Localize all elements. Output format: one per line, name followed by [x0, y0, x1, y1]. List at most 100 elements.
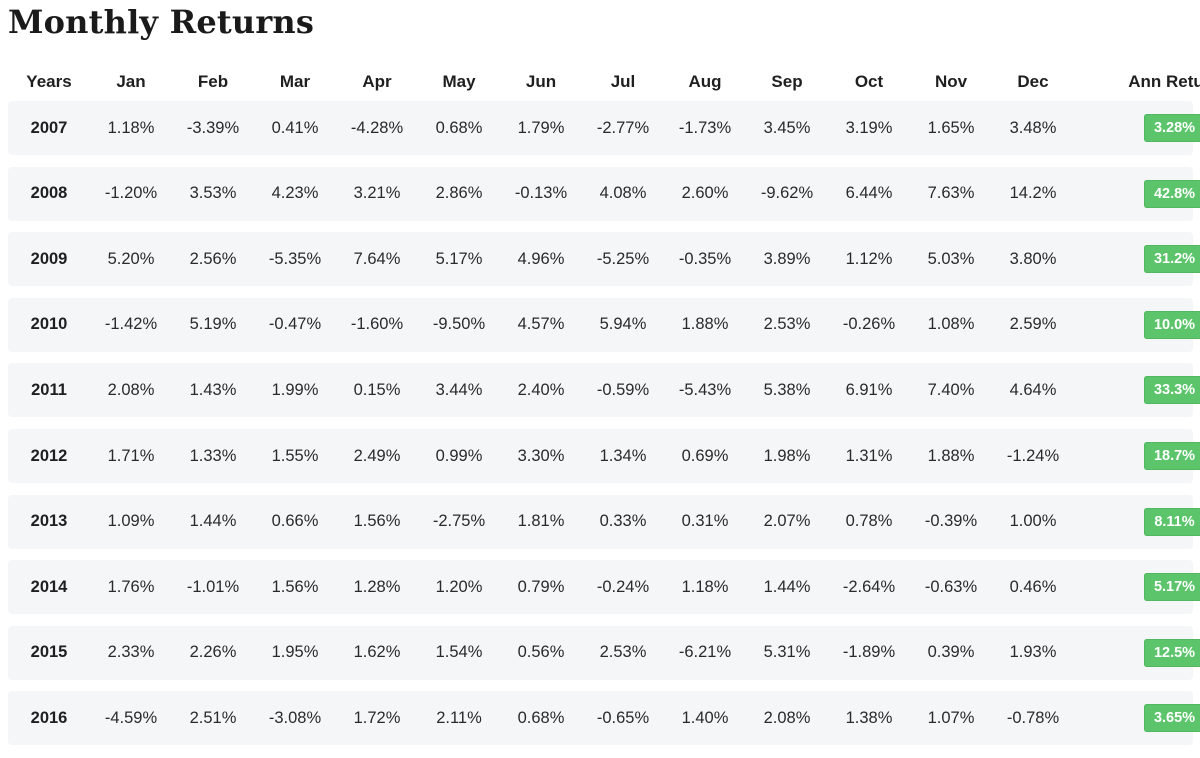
month-return-cell: 5.03%: [927, 249, 975, 268]
month-return-cell: 5.17%: [435, 249, 483, 268]
table-row: 2009 5.20% 2.56% -5.35% 7.64% 5.17% 4.96% -5.25…: [8, 232, 1200, 287]
year-cell: 2007: [30, 118, 68, 137]
month-return-cell: 1.34%: [599, 446, 647, 465]
annual-return-badge: 3.28%: [1143, 114, 1200, 142]
month-return-cell: -9.50%: [432, 315, 486, 334]
month-return-cell: -0.59%: [596, 380, 650, 399]
annual-return-badge: 8.11%: [1143, 507, 1200, 536]
month-return-cell: 2.40%: [517, 380, 565, 399]
month-return-cell: 0.68%: [517, 708, 565, 727]
annual-return-cell: 5.17%: [1074, 573, 1200, 602]
month-return-cell: 1.31%: [845, 446, 893, 465]
annual-return-cell: 10.0%: [1074, 310, 1200, 339]
month-return-cell: 1.09%: [107, 512, 155, 531]
month-return-cell: 3.45%: [763, 118, 811, 137]
month-return-cell: 0.69%: [681, 446, 729, 465]
column-header-dec: Dec: [1017, 72, 1049, 91]
month-return-cell: 0.46%: [1009, 577, 1057, 596]
month-return-cell: 3.53%: [189, 184, 237, 203]
month-return-cell: 2.60%: [681, 184, 729, 203]
column-header-sep: Sep: [771, 72, 803, 91]
month-return-cell: -0.65%: [596, 708, 650, 727]
month-return-cell: 1.33%: [189, 446, 237, 465]
month-return-cell: -9.62%: [760, 184, 814, 203]
annual-return-badge: 5.17%: [1143, 573, 1200, 602]
annual-return-badge: 10.0%: [1143, 310, 1200, 339]
month-return-cell: -0.63%: [924, 577, 978, 596]
month-return-cell: 1.40%: [681, 708, 729, 727]
month-return-cell: -1.01%: [186, 577, 240, 596]
month-return-cell: 3.19%: [845, 118, 893, 137]
month-return-cell: 0.33%: [599, 512, 647, 531]
year-cell: 2016: [30, 708, 68, 727]
monthly-returns-table: Years Jan Feb Mar Apr May Jun Jul Aug Se…: [8, 64, 1200, 746]
annual-return-cell: 42.8%: [1074, 179, 1200, 208]
month-return-cell: 4.96%: [517, 249, 565, 268]
month-return-cell: 2.08%: [107, 380, 155, 399]
month-return-cell: 1.95%: [271, 643, 319, 662]
column-header-feb: Feb: [197, 72, 229, 91]
year-cell: 2014: [30, 577, 68, 596]
month-return-cell: -0.39%: [924, 512, 978, 531]
month-return-cell: -2.75%: [432, 512, 486, 531]
month-return-cell: 3.21%: [353, 184, 401, 203]
month-return-cell: 2.59%: [1009, 315, 1057, 334]
table-row: 2011 2.08% 1.43% 1.99% 0.15% 3.44% 2.40% -0.59%…: [8, 363, 1200, 418]
month-return-cell: 3.30%: [517, 446, 565, 465]
table-row: 2014 1.76% -1.01% 1.56% 1.28% 1.20% 0.79% -0.24…: [8, 560, 1200, 615]
month-return-cell: 3.48%: [1009, 118, 1057, 137]
month-return-cell: -1.20%: [104, 184, 158, 203]
column-header-jun: Jun: [525, 72, 557, 91]
month-return-cell: -3.39%: [186, 118, 240, 137]
annual-return-badge: 33.3%: [1143, 376, 1200, 405]
month-return-cell: -0.78%: [1006, 708, 1060, 727]
month-return-cell: 6.44%: [845, 184, 893, 203]
month-return-cell: 0.39%: [927, 643, 975, 662]
month-return-cell: 7.64%: [353, 249, 401, 268]
month-return-cell: -1.42%: [104, 315, 158, 334]
month-return-cell: 1.76%: [107, 577, 155, 596]
month-return-cell: 1.00%: [1009, 512, 1057, 531]
month-return-cell: -0.47%: [268, 315, 322, 334]
month-return-cell: 0.56%: [517, 643, 565, 662]
month-return-cell: 1.99%: [271, 380, 319, 399]
column-header-aug: Aug: [688, 72, 722, 91]
month-return-cell: 5.94%: [599, 315, 647, 334]
month-return-cell: 2.53%: [763, 315, 811, 334]
month-return-cell: 0.31%: [681, 512, 729, 531]
annual-return-cell: 18.7%: [1074, 442, 1200, 470]
month-return-cell: -0.24%: [596, 577, 650, 596]
year-cell: 2015: [30, 643, 68, 662]
month-return-cell: 1.07%: [927, 708, 975, 727]
table-row: 2010 -1.42% 5.19% -0.47% -1.60% -9.50% 4.57% 5.…: [8, 297, 1200, 352]
month-return-cell: 3.44%: [435, 380, 483, 399]
month-return-cell: 1.12%: [845, 249, 893, 268]
month-return-cell: 1.20%: [435, 577, 483, 596]
month-return-cell: -4.59%: [104, 708, 158, 727]
annual-return-badge: 18.7%: [1143, 442, 1200, 470]
table-row: 2012 1.71% 1.33% 1.55% 2.49% 0.99% 3.30% 1.34% 0…: [8, 429, 1200, 483]
month-return-cell: 0.41%: [271, 118, 319, 137]
annual-return-cell: 12.5%: [1074, 638, 1200, 667]
annual-return-cell: 8.11%: [1074, 507, 1200, 536]
year-cell: 2009: [30, 249, 68, 268]
month-return-cell: 1.79%: [517, 118, 565, 137]
month-return-cell: -0.13%: [514, 184, 568, 203]
month-return-cell: 1.55%: [271, 446, 319, 465]
month-return-cell: 4.08%: [599, 184, 647, 203]
table-row: 2016 -4.59% 2.51% -3.08% 1.72% 2.11% 0.68% -0.6…: [8, 691, 1200, 746]
month-return-cell: 1.98%: [763, 446, 811, 465]
month-return-cell: 1.65%: [927, 118, 975, 137]
annual-return-badge: 3.65%: [1143, 704, 1200, 733]
month-return-cell: 7.40%: [927, 380, 975, 399]
month-return-cell: 1.18%: [107, 118, 155, 137]
month-return-cell: 1.88%: [681, 315, 729, 334]
month-return-cell: 5.31%: [763, 643, 811, 662]
month-return-cell: -6.21%: [678, 643, 732, 662]
month-return-cell: 0.68%: [435, 118, 483, 137]
month-return-cell: 4.57%: [517, 315, 565, 334]
month-return-cell: 2.56%: [189, 249, 237, 268]
month-return-cell: 0.79%: [517, 577, 565, 596]
month-return-cell: 2.08%: [763, 708, 811, 727]
month-return-cell: 1.62%: [353, 643, 401, 662]
